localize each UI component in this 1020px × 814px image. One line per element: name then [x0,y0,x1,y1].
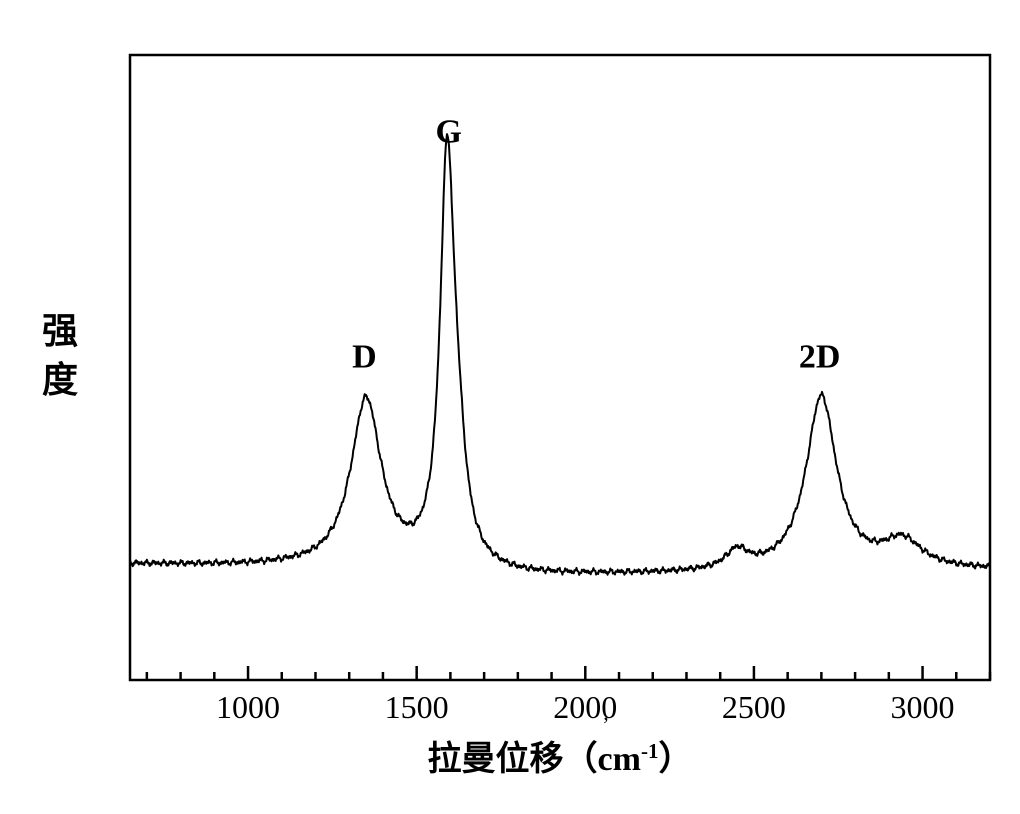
stray-mark: ’ [602,712,609,737]
raman-spectrum-chart: 10001500200025003000拉曼位移（cm-1）强度DG2D’ [0,0,1020,814]
svg-text:2500: 2500 [722,689,786,725]
svg-text:1500: 1500 [385,689,449,725]
chart-background [0,0,1020,814]
svg-text:1000: 1000 [216,689,280,725]
svg-text:3000: 3000 [891,689,955,725]
chart-svg: 10001500200025003000拉曼位移（cm-1）强度DG2D’ [0,0,1020,814]
peak-label-G: G [435,114,461,151]
peak-label-D: D [352,339,377,376]
peak-label-2D: 2D [799,339,841,376]
